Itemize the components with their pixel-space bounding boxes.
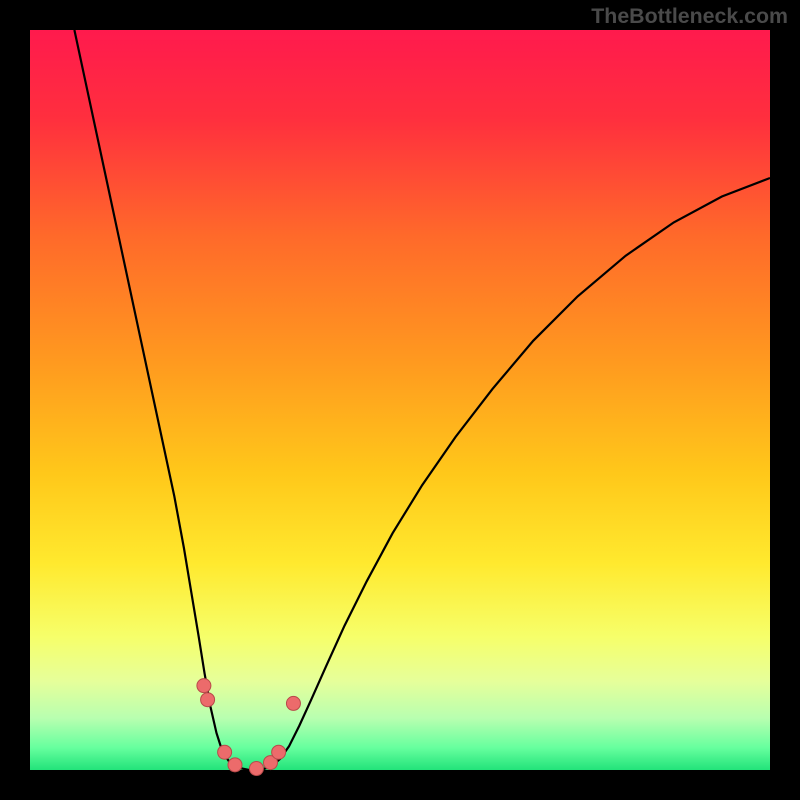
marker-dot [286, 696, 300, 710]
marker-dot [218, 745, 232, 759]
bottleneck-chart [0, 0, 800, 800]
marker-dot [228, 758, 242, 772]
marker-dot [197, 679, 211, 693]
chart-container: TheBottleneck.com [0, 0, 800, 800]
marker-dot [272, 745, 286, 759]
watermark-text: TheBottleneck.com [591, 4, 788, 29]
marker-dot [201, 693, 215, 707]
gradient-background [30, 30, 770, 770]
marker-dot [249, 762, 263, 776]
